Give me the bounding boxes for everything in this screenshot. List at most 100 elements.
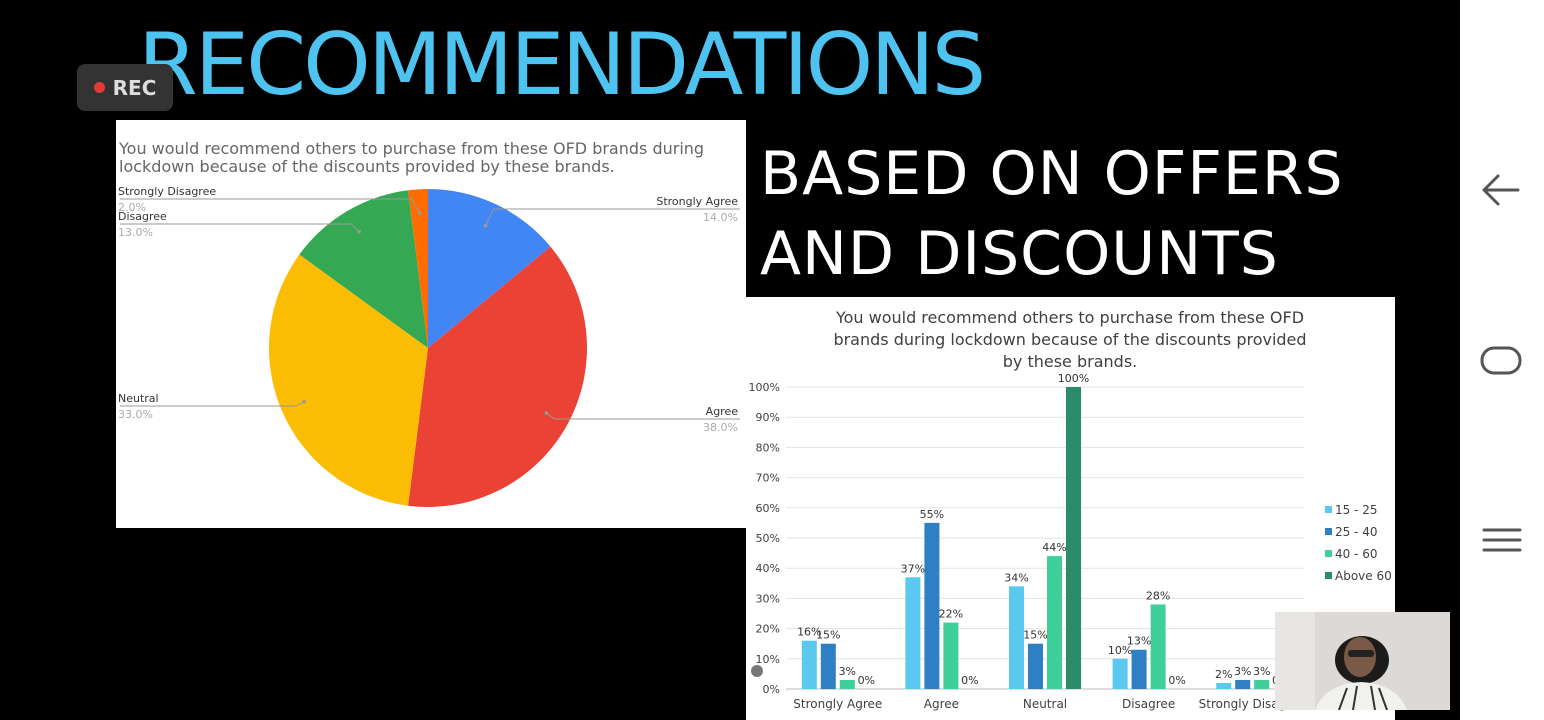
pie-leader-dot [417,211,422,215]
menu-icon [1482,528,1522,552]
y-tick-label: 20% [756,623,780,636]
bar-disagree-25-40 [1131,649,1147,689]
pie-label: Strongly Agree [656,195,738,208]
legend-label: 25 - 40 [1335,525,1378,539]
pie-slice-strongly-agree [428,189,551,348]
legend-label: 40 - 60 [1335,547,1378,561]
pie-value-label: 33.0% [118,408,153,421]
pie-label: Disagree [118,210,167,223]
pie-value-label: 13.0% [118,226,153,239]
x-category-label: Strongly Agree [793,697,882,711]
rec-label: REC [112,75,157,100]
webcam-thumbnail[interactable] [1275,612,1450,710]
bar-data-label: 55% [920,508,944,521]
bar-data-label: 37% [901,562,925,575]
x-category-label: Agree [924,697,959,711]
bar-neutral-above-60 [1066,387,1081,689]
bar-data-label: 15% [1023,629,1047,642]
slide-subtitle: BASED ON OFFERS AND DISCOUNTS [760,134,1344,294]
pie-leader-dot [483,223,488,228]
bar-chart-title-line: by these brands. [1003,352,1138,371]
y-tick-label: 30% [756,592,780,605]
menu-button[interactable] [1478,520,1526,564]
bar-strongly-disagree-15-25 [1216,682,1232,689]
rec-dot-icon [93,82,105,93]
bar-agree-25-40 [924,522,940,689]
pie-label: Neutral [118,392,159,405]
y-tick-label: 70% [756,472,780,485]
y-tick-label: 10% [756,653,780,666]
x-category-label: Disagree [1122,697,1175,711]
home-button[interactable] [1478,340,1526,384]
bar-data-label: 16% [797,626,821,639]
pie-slice-neutral [269,254,428,506]
legend-label: 15 - 25 [1335,503,1378,517]
pie-leader-line [485,208,740,226]
bar-neutral-25-40 [1028,643,1043,689]
legend-swatch [1325,572,1332,579]
legend-label: Above 60 [1335,569,1392,583]
y-tick-label: 100% [749,381,780,394]
bar-neutral-15-25 [1009,586,1024,689]
bar-data-label: 15% [816,629,840,642]
legend-swatch [1325,528,1332,535]
bar-data-label: 2% [1215,668,1232,681]
bar-strongly-agree-40-60 [839,679,855,689]
bar-data-label: 3% [1234,665,1251,678]
bar-strongly-disagree-25-40 [1235,679,1251,689]
legend-swatch [1325,550,1332,557]
bar-data-label: 22% [939,608,963,621]
bar-agree-15-25 [905,577,921,689]
y-tick-label: 90% [756,411,780,424]
pie-leader-dot [302,399,306,404]
bar-strongly-disagree-40-60 [1254,679,1270,689]
bar-data-label: 13% [1127,635,1151,648]
pie-slice-strongly-disagree [408,189,428,348]
subtitle-line-1: BASED ON OFFERS [760,139,1344,209]
pie-value-label: 2.0% [118,201,146,214]
bar-data-label: 44% [1042,541,1066,554]
pie-chart-title: You would recommend others to purchase f… [119,139,705,176]
pointer-dot [751,665,763,677]
y-tick-label: 60% [756,502,780,515]
bar-data-label: 10% [1108,644,1132,657]
person-icon [1275,612,1450,710]
bar-chart-title-line: You would recommend others to purchase f… [835,308,1304,327]
bar-data-label: 0% [1168,674,1185,687]
bar-chart: You would recommend others to purchase f… [749,308,1392,711]
pie-leader-line [120,198,420,214]
pie-leader-dot [357,229,362,234]
pie-leader-dot [544,411,549,415]
bar-neutral-40-60 [1047,556,1062,689]
back-button[interactable] [1478,170,1526,214]
bar-data-label: 28% [1146,589,1170,602]
bar-data-label: 0% [858,674,875,687]
navigation-bar [1460,0,1544,720]
bar-disagree-15-25 [1112,658,1128,689]
pie-leader-line [120,401,305,407]
pie-label: Strongly Disagree [118,185,216,198]
bar-strongly-agree-25-40 [820,643,836,689]
rec-badge[interactable]: REC [77,64,173,111]
pie-value-label: 38.0% [703,421,738,434]
pie-chart: Strongly Agree 14.0% Agree 38.0% Neutral 33.0… [118,185,740,507]
pie-value-label: 14.0% [703,211,738,224]
back-arrow-icon [1482,174,1520,206]
bar-data-label: 3% [839,665,856,678]
bar-data-label: 0% [961,674,978,687]
home-icon [1480,346,1522,375]
bar-data-label: 100% [1058,372,1089,385]
y-tick-label: 40% [756,562,780,575]
bar-agree-40-60 [943,622,959,689]
bar-disagree-40-60 [1150,604,1166,689]
bar-strongly-agree-15-25 [801,640,817,689]
pie-slice-disagree [299,190,428,348]
bar-data-label: 34% [1004,571,1028,584]
pie-leader-line [120,223,360,233]
pie-label: Agree [706,405,739,418]
slide-title: RECOMMENDATIONS [138,15,986,115]
subtitle-line-2: AND DISCOUNTS [760,219,1279,289]
y-tick-label: 50% [756,532,780,545]
pie-slice-agree [408,246,587,507]
y-tick-label: 0% [763,683,780,696]
